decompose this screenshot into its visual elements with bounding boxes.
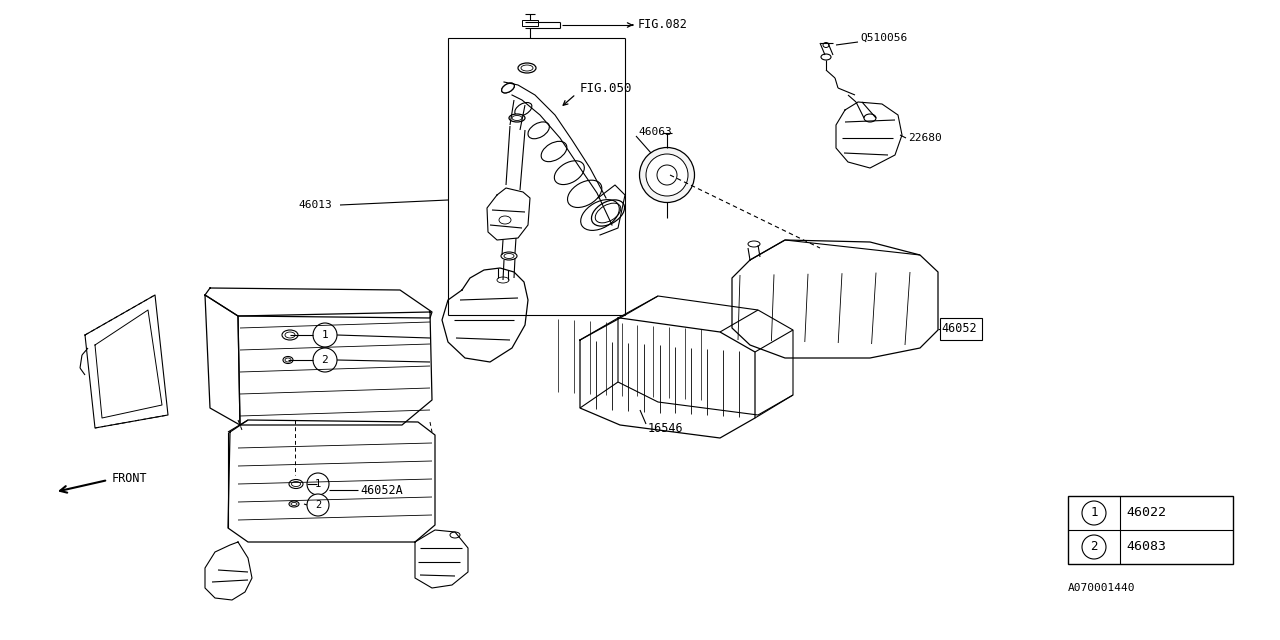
Text: Q510056: Q510056 bbox=[860, 33, 908, 43]
Text: 16546: 16546 bbox=[648, 422, 684, 435]
Circle shape bbox=[307, 473, 329, 495]
Text: 46083: 46083 bbox=[1126, 541, 1166, 554]
Text: 22680: 22680 bbox=[908, 133, 942, 143]
FancyBboxPatch shape bbox=[940, 318, 982, 340]
Ellipse shape bbox=[640, 147, 695, 202]
Ellipse shape bbox=[500, 252, 517, 260]
Ellipse shape bbox=[289, 501, 300, 507]
Text: 46052: 46052 bbox=[941, 323, 977, 335]
Ellipse shape bbox=[502, 83, 515, 93]
Ellipse shape bbox=[282, 330, 298, 340]
Circle shape bbox=[314, 348, 337, 372]
Ellipse shape bbox=[748, 241, 760, 247]
Text: 2: 2 bbox=[315, 500, 321, 510]
Text: 1: 1 bbox=[315, 479, 321, 489]
Ellipse shape bbox=[864, 114, 876, 122]
Text: 1: 1 bbox=[1091, 506, 1098, 520]
Ellipse shape bbox=[518, 63, 536, 73]
FancyBboxPatch shape bbox=[522, 20, 538, 26]
Circle shape bbox=[307, 494, 329, 516]
Circle shape bbox=[1082, 501, 1106, 525]
FancyBboxPatch shape bbox=[1068, 496, 1233, 564]
Text: FRONT: FRONT bbox=[113, 472, 147, 484]
Text: 46063: 46063 bbox=[637, 127, 672, 137]
Ellipse shape bbox=[646, 154, 689, 196]
Ellipse shape bbox=[820, 54, 831, 60]
Text: 46022: 46022 bbox=[1126, 506, 1166, 520]
Ellipse shape bbox=[283, 356, 293, 364]
Text: 1: 1 bbox=[321, 330, 329, 340]
Circle shape bbox=[314, 323, 337, 347]
Circle shape bbox=[1082, 535, 1106, 559]
Text: FIG.082: FIG.082 bbox=[637, 19, 687, 31]
Text: FIG.050: FIG.050 bbox=[580, 81, 632, 95]
Ellipse shape bbox=[823, 42, 829, 47]
Text: 2: 2 bbox=[1091, 541, 1098, 554]
Ellipse shape bbox=[289, 479, 303, 488]
Text: A070001440: A070001440 bbox=[1068, 583, 1135, 593]
Text: 46013: 46013 bbox=[298, 200, 332, 210]
Text: 46052A: 46052A bbox=[360, 483, 403, 497]
Text: 2: 2 bbox=[321, 355, 329, 365]
Ellipse shape bbox=[509, 114, 525, 122]
